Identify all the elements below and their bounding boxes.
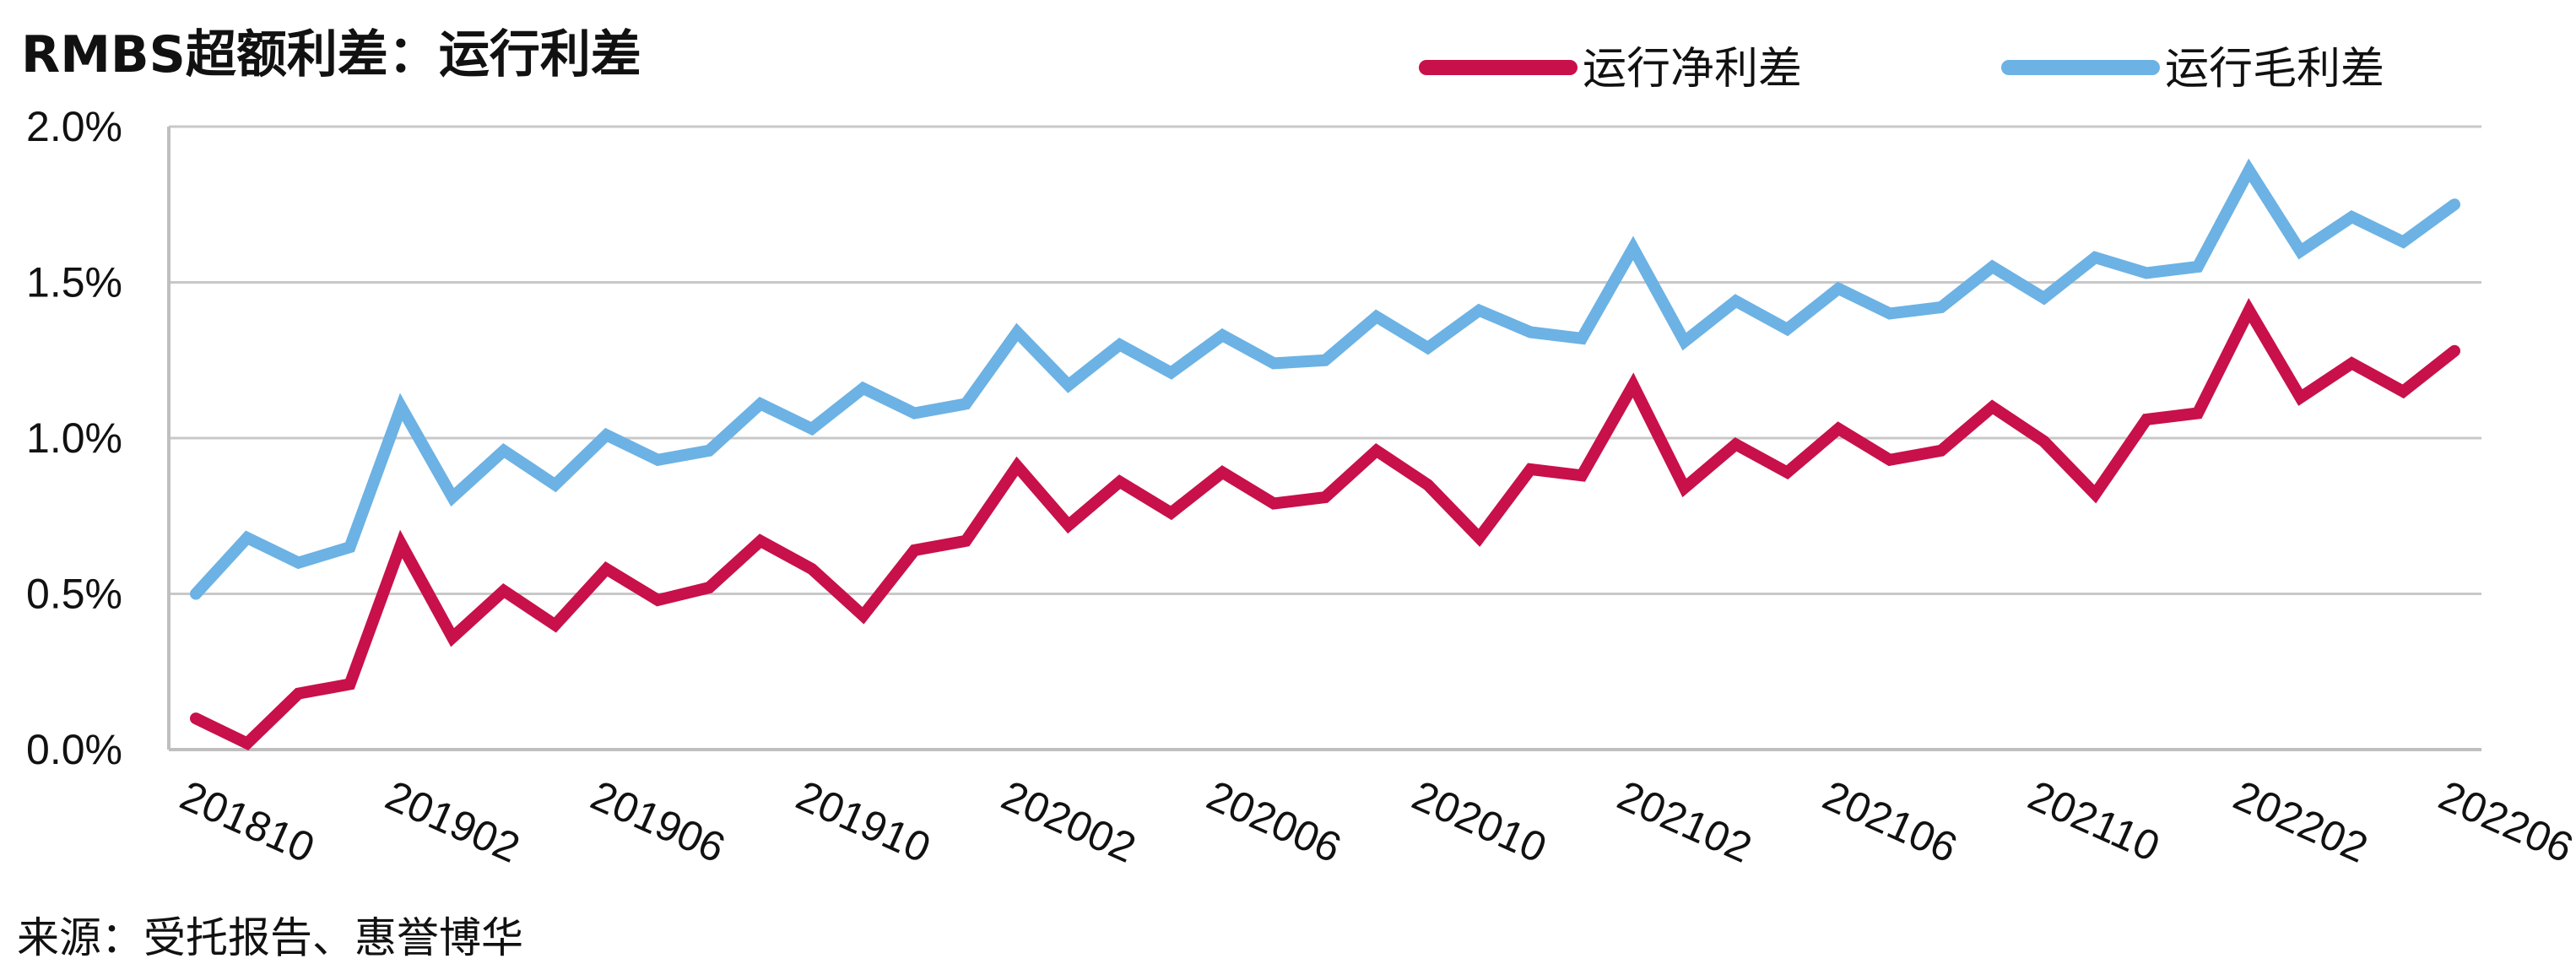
data-point — [1992, 266, 1994, 268]
data-point — [1119, 481, 1121, 483]
data-point — [1529, 332, 1531, 333]
data-point — [1324, 496, 1326, 498]
data-point — [2402, 241, 2404, 242]
y-axis-ticks: 0.0% 0.5% 1.0% 1.5% 2.0% — [26, 103, 122, 773]
data-point — [1221, 472, 1223, 474]
data-point — [1940, 450, 1942, 452]
data-point — [1221, 334, 1223, 336]
series-line-gross-spread — [190, 158, 2460, 600]
data-point — [606, 434, 607, 436]
data-point — [1016, 332, 1018, 333]
data-point — [914, 413, 915, 414]
series-lines — [190, 158, 2460, 751]
y-tick-label: 0.0% — [26, 726, 122, 773]
x-tick-label: 202106 — [1816, 772, 1964, 872]
data-point — [1889, 312, 1891, 314]
data-point — [1837, 428, 1839, 430]
data-point — [1529, 468, 1531, 470]
data-point — [2043, 297, 2044, 299]
data-point — [2197, 413, 2199, 414]
x-tick-label: 201810 — [174, 772, 322, 872]
data-point — [2146, 419, 2147, 420]
data-point — [1479, 537, 1480, 539]
data-point — [503, 590, 505, 592]
data-point — [1684, 341, 1686, 343]
legend-label-net-spread: 运行净利差 — [1583, 44, 1802, 95]
x-tick-label: 201902 — [379, 772, 527, 872]
data-point — [1119, 344, 1121, 345]
data-point — [298, 562, 300, 564]
data-point — [2454, 203, 2455, 205]
data-point — [1940, 306, 1942, 308]
data-point — [760, 540, 761, 542]
data-point — [1684, 487, 1686, 489]
x-tick-label: 202002 — [995, 772, 1143, 872]
data-point — [246, 743, 248, 745]
data-point — [2094, 257, 2096, 258]
data-point — [452, 636, 453, 638]
data-point — [1427, 347, 1429, 349]
data-point — [2197, 266, 2199, 268]
legend-label-gross-spread: 运行毛利差 — [2165, 44, 2384, 95]
data-point — [246, 537, 248, 539]
data-point — [1632, 247, 1634, 249]
x-tick-label: 202206 — [2433, 772, 2576, 872]
data-point — [606, 568, 607, 570]
data-point — [811, 428, 813, 430]
x-tick-label: 202010 — [1405, 772, 1553, 872]
data-point — [298, 693, 300, 695]
data-point — [1581, 474, 1583, 476]
data-point — [2094, 493, 2096, 495]
data-point — [1786, 472, 1788, 474]
data-point — [2454, 350, 2455, 352]
data-point — [1376, 450, 1377, 452]
data-point — [349, 546, 350, 548]
data-point — [195, 718, 197, 719]
y-tick-label: 1.0% — [26, 414, 122, 462]
data-point — [349, 684, 350, 685]
data-point — [708, 450, 710, 452]
data-point — [195, 593, 197, 594]
x-tick-label: 201910 — [789, 772, 937, 872]
data-point — [1837, 288, 1839, 290]
data-point — [1068, 384, 1069, 386]
data-point — [1016, 465, 1018, 467]
data-point — [1889, 459, 1891, 461]
data-point — [1992, 406, 1994, 408]
data-point — [760, 403, 761, 404]
data-point — [1171, 372, 1172, 373]
data-point — [1479, 310, 1480, 311]
source-note: 来源：受托报告、惠誉博华 — [17, 913, 523, 962]
chart-title: RMBS超额利差：运行利差 — [21, 25, 641, 84]
legend: 运行净利差 运行毛利差 — [1419, 44, 2384, 95]
data-point — [503, 450, 505, 452]
x-tick-label: 202102 — [1610, 772, 1758, 872]
data-point — [2351, 216, 2352, 218]
x-tick-label: 202110 — [2021, 772, 2167, 871]
x-axis-ticks: 201810 201902 201906 201910 202002 202006 2020… — [174, 772, 2576, 872]
data-point — [2300, 251, 2301, 252]
data-point — [400, 406, 402, 408]
x-tick-label: 202006 — [1200, 772, 1348, 872]
data-point — [1171, 512, 1172, 514]
data-point — [452, 496, 453, 498]
series-line-net-spread — [190, 298, 2460, 751]
y-tick-label: 1.5% — [26, 259, 122, 306]
data-point — [1068, 524, 1069, 526]
data-point — [1735, 443, 1736, 445]
data-point — [811, 568, 813, 570]
y-tick-label: 2.0% — [26, 103, 122, 150]
data-point — [2351, 362, 2352, 364]
gridlines — [167, 125, 2481, 751]
x-tick-label: 201906 — [584, 772, 732, 872]
data-point — [1786, 328, 1788, 330]
y-tick-label: 0.5% — [26, 571, 122, 618]
data-point — [2402, 391, 2404, 393]
data-point — [1632, 384, 1634, 386]
x-tick-label: 202202 — [2227, 772, 2374, 872]
